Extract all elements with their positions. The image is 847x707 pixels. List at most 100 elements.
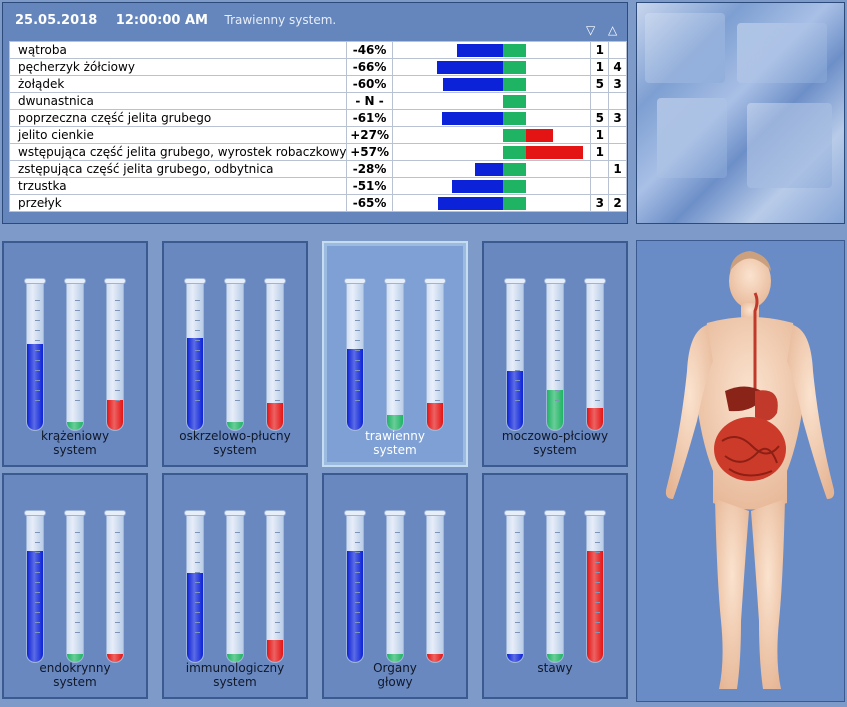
stomach-shape xyxy=(755,390,778,421)
normal-marker xyxy=(502,78,526,91)
count-down: 5 xyxy=(590,109,610,127)
normal-marker xyxy=(502,95,526,108)
sort-down-icon[interactable]: ▽ xyxy=(586,23,596,37)
system-label-line1: endokrynny xyxy=(39,661,111,675)
system-label: endokrynny system xyxy=(4,661,146,689)
table-row[interactable]: dwunastnica - N - xyxy=(8,92,627,110)
normal-marker xyxy=(502,146,526,159)
tube-rim xyxy=(544,510,566,516)
tube-rim xyxy=(424,278,446,284)
tube-fill xyxy=(427,654,443,662)
system-label-line1: stawy xyxy=(537,661,573,675)
table-row[interactable]: wstępująca część jelita grubego, wyroste… xyxy=(8,143,627,161)
test-tube xyxy=(584,510,606,663)
test-tube xyxy=(264,510,286,663)
tube-rim xyxy=(504,278,526,284)
tube-scale xyxy=(435,523,440,633)
system-label-line2: głowy xyxy=(377,675,413,689)
system-cell[interactable]: oskrzelowo-płucny system xyxy=(162,241,308,467)
tube-rim xyxy=(344,278,366,284)
tube-rim xyxy=(184,278,206,284)
system-cell[interactable]: immunologiczny system xyxy=(162,473,308,699)
organ-percent: -28% xyxy=(346,160,393,178)
tube-rim xyxy=(584,278,606,284)
system-cell[interactable]: Organy głowy xyxy=(322,473,468,699)
table-row[interactable]: żołądek -60% 5 3 xyxy=(8,75,627,93)
right-arm-shape xyxy=(787,325,835,499)
organ-name: wstępująca część jelita grubego, wyroste… xyxy=(8,143,348,161)
test-tube xyxy=(24,278,46,431)
organ-bar-cell xyxy=(391,58,592,76)
tube-rim xyxy=(224,510,246,516)
tube-fill xyxy=(387,654,403,662)
tube-scale xyxy=(355,291,360,401)
system-label: Organy głowy xyxy=(324,661,466,689)
table-row[interactable]: zstępująca część jelita grubego, odbytni… xyxy=(8,160,627,178)
system-label-line2: system xyxy=(53,675,97,689)
tube-rim xyxy=(544,278,566,284)
normal-marker xyxy=(502,129,526,142)
normal-marker xyxy=(502,112,526,125)
table-row[interactable]: wątroba -46% 1 xyxy=(8,41,627,59)
test-tube xyxy=(24,510,46,663)
tube-fill xyxy=(227,654,243,662)
tube-rim xyxy=(24,278,46,284)
texture-tile xyxy=(747,103,832,188)
count-up xyxy=(608,126,627,144)
system-label: moczowo-płciowy system xyxy=(484,429,626,457)
deficit-bar xyxy=(474,163,503,176)
organ-name: przełyk xyxy=(8,194,348,212)
tube-scale xyxy=(395,523,400,633)
deficit-bar xyxy=(437,197,503,210)
test-tube xyxy=(184,510,206,663)
normal-marker xyxy=(502,197,526,210)
excess-bar xyxy=(525,129,553,142)
table-row[interactable]: poprzeczna część jelita grubego -61% 5 3 xyxy=(8,109,627,127)
test-tube xyxy=(264,278,286,431)
table-row[interactable]: pęcherzyk żółciowy -66% 1 4 xyxy=(8,58,627,76)
test-tube xyxy=(104,278,126,431)
test-tube xyxy=(224,510,246,663)
organ-bar-cell xyxy=(391,160,592,178)
tube-rim xyxy=(104,278,126,284)
human-body-figure xyxy=(665,251,835,689)
test-tube xyxy=(584,278,606,431)
tube-scale xyxy=(355,523,360,633)
table-row[interactable]: przełyk -65% 3 2 xyxy=(8,194,627,212)
tube-scale xyxy=(195,291,200,401)
organ-percent: +57% xyxy=(346,143,393,161)
system-label-line1: krążeniowy xyxy=(40,429,110,443)
system-cell[interactable]: endokrynny system xyxy=(2,473,148,699)
tube-fill xyxy=(547,654,563,662)
normal-marker xyxy=(502,61,526,74)
count-down: 1 xyxy=(590,41,610,59)
table-row[interactable]: trzustka -51% xyxy=(8,177,627,195)
tube-fill xyxy=(107,400,123,430)
tube-scale xyxy=(235,523,240,633)
tube-scale xyxy=(35,291,40,401)
tube-scale xyxy=(395,291,400,401)
system-cell[interactable]: stawy xyxy=(482,473,628,699)
table-row[interactable]: jelito cienkie +27% 1 xyxy=(8,126,627,144)
tube-scale xyxy=(115,523,120,633)
time-label: 12:00:00 AM xyxy=(115,13,208,28)
organ-name: zstępująca część jelita grubego, odbytni… xyxy=(8,160,348,178)
system-cell[interactable]: krążeniowy system xyxy=(2,241,148,467)
count-down: 1 xyxy=(590,58,610,76)
count-down xyxy=(590,177,610,195)
sort-up-icon[interactable]: △ xyxy=(608,23,618,37)
organ-percent: -51% xyxy=(346,177,393,195)
system-cell[interactable]: moczowo-płciowy system xyxy=(482,241,628,467)
tube-scale xyxy=(35,523,40,633)
system-label: immunologiczny system xyxy=(164,661,306,689)
organ-bar-cell xyxy=(391,75,592,93)
test-tube xyxy=(384,510,406,663)
tube-rim xyxy=(64,510,86,516)
count-up: 4 xyxy=(608,58,627,76)
organ-table-panel: 25.05.2018 12:00:00 AM Trawienny system.… xyxy=(2,2,628,224)
tube-fill xyxy=(587,407,603,430)
test-tube xyxy=(544,510,566,663)
organ-name: wątroba xyxy=(8,41,348,59)
tube-fill xyxy=(267,639,283,662)
system-cell[interactable]: trawienny system xyxy=(322,241,468,467)
